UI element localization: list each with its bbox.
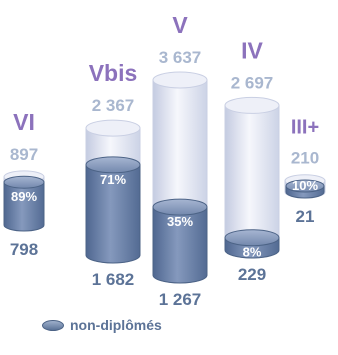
category-label-1: Vbis: [89, 60, 138, 86]
part-label-0: 798: [10, 240, 38, 259]
legend-swatch: [42, 319, 64, 331]
legend-label: non-diplômés: [70, 317, 162, 333]
percent-label-1: 71%: [100, 172, 126, 187]
category-label-4: III+: [291, 117, 319, 139]
bar-part-0-body: [3, 181, 45, 232]
total-label-2: 3 637: [159, 48, 202, 67]
total-label-3: 2 697: [231, 73, 274, 92]
category-label-3: IV: [241, 37, 263, 63]
bar-total-3-top: [224, 96, 280, 114]
percent-label-2: 35%: [167, 214, 193, 229]
bar-part-2-top: [152, 198, 208, 216]
legend: non-diplômés: [42, 314, 162, 336]
bar-part-0-top: [3, 175, 45, 189]
part-label-3: 229: [238, 265, 266, 284]
bar-part-1-body: [85, 164, 141, 264]
bar-part-2-body: [152, 206, 208, 284]
total-label-1: 2 367: [92, 96, 135, 115]
part-label-2: 1 267: [159, 290, 202, 309]
percent-label-3: 8%: [243, 245, 262, 260]
total-label-4: 210: [291, 149, 319, 168]
part-label-4: 21: [296, 207, 315, 226]
bar-total-2-top: [152, 71, 208, 89]
total-label-0: 897: [10, 145, 38, 164]
bar-total-1-top: [85, 119, 141, 137]
bar-part-4-top: [285, 179, 325, 193]
category-label-0: VI: [13, 109, 35, 135]
part-label-1: 1 682: [92, 270, 135, 289]
percent-label-4: 10%: [292, 178, 318, 193]
percent-label-0: 89%: [11, 189, 37, 204]
bar-part-1-top: [85, 156, 141, 174]
category-label-2: V: [172, 12, 188, 38]
bar-part-3-top: [224, 229, 280, 247]
